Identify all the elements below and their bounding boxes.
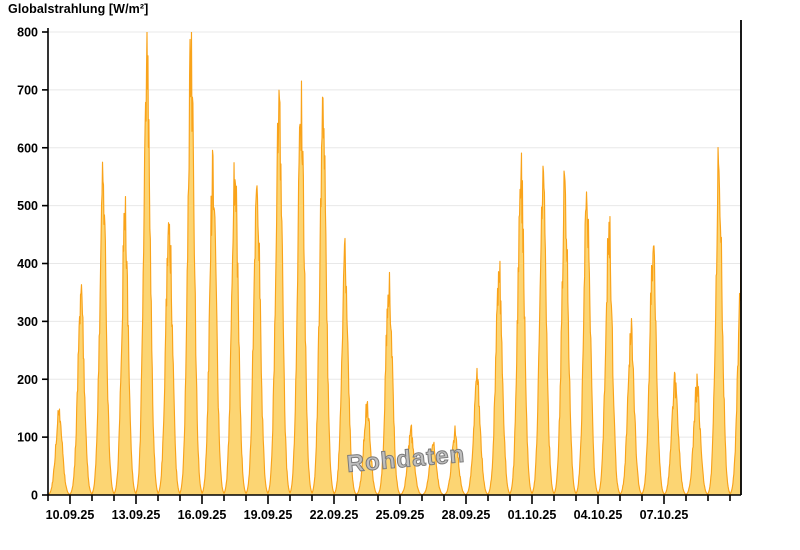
- x-axis-tick-label: 19.09.25: [244, 508, 293, 522]
- x-axis-tick-label: 28.09.25: [442, 508, 491, 522]
- y-axis-tick-label: 0: [31, 489, 38, 503]
- y-axis: 0 100 200 300 400 500 600 700 800: [17, 26, 49, 503]
- x-axis: 10.09.25 13.09.25 16.09.25 19.09.25 22.09.25…: [46, 494, 741, 522]
- chart-title: Globalstrahlung [W/m²]: [8, 2, 149, 16]
- x-axis-tick-label: 16.09.25: [178, 508, 227, 522]
- x-axis-tick-label: 07.10.25: [640, 508, 689, 522]
- y-axis-tick-label: 700: [17, 83, 38, 97]
- y-axis-tick-label: 200: [17, 373, 38, 387]
- y-axis-tick-label: 500: [17, 199, 38, 213]
- y-axis-tick-label: 800: [17, 26, 38, 40]
- y-axis-tick-label: 300: [17, 315, 38, 329]
- x-axis-tick-label: 10.09.25: [46, 508, 95, 522]
- x-axis-tick-label: 01.10.25: [508, 508, 557, 522]
- x-axis-tick-label: 22.09.25: [310, 508, 359, 522]
- y-axis-tick-label: 600: [17, 141, 38, 155]
- series-area-fill: [48, 32, 741, 495]
- y-axis-tick-label: 100: [17, 431, 38, 445]
- y-axis-tick-label: 400: [17, 257, 38, 271]
- x-axis-tick-label: 25.09.25: [376, 508, 425, 522]
- x-axis-tick-label: 04.10.25: [574, 508, 623, 522]
- x-axis-tick-label: 13.09.25: [112, 508, 161, 522]
